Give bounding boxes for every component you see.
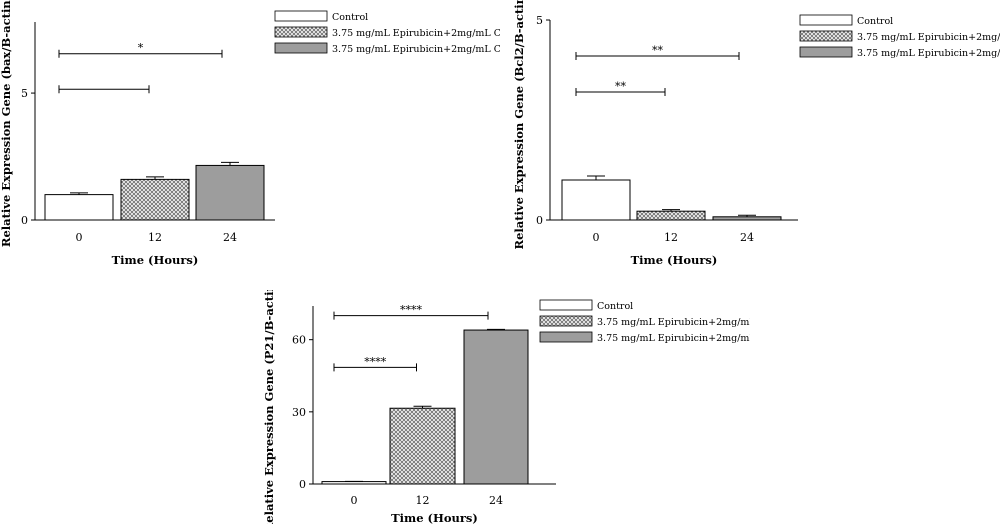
chart-bax-svg: 0 5 0 12 24 * Time (Hours) Relative Expression … bbox=[0, 0, 526, 267]
significance-label: ** bbox=[615, 80, 627, 93]
y-tick-label: 0 bbox=[21, 214, 28, 227]
legend-label: Control bbox=[597, 301, 633, 312]
legend-label: Control bbox=[332, 12, 368, 23]
legend-swatch bbox=[799, 46, 853, 58]
x-axis-title: Time (Hours) bbox=[391, 511, 478, 524]
x-tick-label: 0 bbox=[593, 231, 600, 244]
legend-label: 3.75 mg/mL Epirubicin+2mg/mL Crocin bbox=[857, 32, 1000, 43]
x-tick-label: 12 bbox=[416, 494, 430, 507]
x-tick-label: 0 bbox=[76, 231, 83, 244]
y-tick-label: 0 bbox=[536, 214, 543, 227]
legend-swatch bbox=[539, 299, 593, 311]
bar-12 bbox=[120, 178, 190, 221]
legend-label: Control bbox=[857, 16, 893, 27]
y-axis-title: Relative Expression Gene (bax/B-actin) bbox=[0, 0, 13, 247]
x-tick-label: 0 bbox=[351, 494, 358, 507]
x-axis-title: Time (Hours) bbox=[112, 253, 199, 267]
bar-12 bbox=[636, 210, 706, 221]
bar-24 bbox=[712, 216, 782, 221]
y-tick-label: 0 bbox=[299, 478, 306, 491]
x-tick-label: 12 bbox=[148, 231, 162, 244]
bar-24 bbox=[195, 164, 265, 221]
chart-bcl2-svg: 0 5 0 12 24 ** ** Time (Hours) Relative Expressi… bbox=[512, 0, 1000, 267]
y-tick-label: 5 bbox=[21, 87, 28, 100]
legend-label: 3.75 mg/mL Epirubicin+2mg/mL Crocin bbox=[857, 48, 1000, 59]
y-tick-label: 30 bbox=[292, 406, 306, 419]
x-tick-label: 24 bbox=[740, 231, 754, 244]
y-axis-title: Relative Expression Gene (P21/B-actin) bbox=[262, 290, 276, 524]
legend-swatch bbox=[799, 30, 853, 42]
significance-label: * bbox=[138, 42, 144, 55]
y-axis-title: Relative Expression Gene (Bcl2/B-actin) bbox=[512, 0, 526, 249]
legend-swatch bbox=[274, 42, 328, 54]
y-tick-label: 5 bbox=[536, 14, 543, 27]
significance-label: **** bbox=[364, 355, 387, 368]
bar-0 bbox=[321, 481, 387, 485]
legend-swatch bbox=[539, 331, 593, 343]
bar-24 bbox=[463, 329, 529, 485]
legend-label: 3.75 mg/mL Epirubicin+2mg/mL Crocin bbox=[332, 28, 500, 39]
significance-label: **** bbox=[400, 304, 423, 317]
legend-swatch bbox=[274, 26, 328, 38]
legend-label: 3.75 mg/mL Epirubicin+2mg/mL Crocin bbox=[597, 317, 750, 328]
y-tick-label: 60 bbox=[292, 334, 306, 347]
x-tick-label: 24 bbox=[489, 494, 503, 507]
legend-swatch bbox=[539, 315, 593, 327]
legend-swatch bbox=[799, 14, 853, 26]
chart-bcl2: 0 5 0 12 24 ** ** Time (Hours) Relative Expressi… bbox=[500, 0, 1000, 270]
x-tick-label: 12 bbox=[664, 231, 678, 244]
legend-label: 3.75 mg/mL Epirubicin+2mg/mL Crocin bbox=[597, 333, 750, 344]
bar-0 bbox=[44, 194, 114, 221]
significance-label: ** bbox=[652, 44, 664, 57]
legend-label: 3.75 mg/mL Epirubicin+2mg/mL Crocin bbox=[332, 44, 500, 55]
x-tick-label: 24 bbox=[223, 231, 237, 244]
chart-p21: 0 30 60 0 12 24 **** **** Time (Hours) Relative E… bbox=[250, 278, 791, 528]
chart-p21-svg: 0 30 60 0 12 24 **** **** Time (Hours) Relative E… bbox=[262, 278, 791, 528]
bar-12 bbox=[389, 407, 456, 485]
x-axis-title: Time (Hours) bbox=[631, 253, 718, 267]
bar-0 bbox=[561, 179, 631, 221]
legend-swatch bbox=[274, 10, 328, 22]
chart-bax: 0 5 0 12 24 * Time (Hours) Relative Expression … bbox=[0, 0, 526, 270]
